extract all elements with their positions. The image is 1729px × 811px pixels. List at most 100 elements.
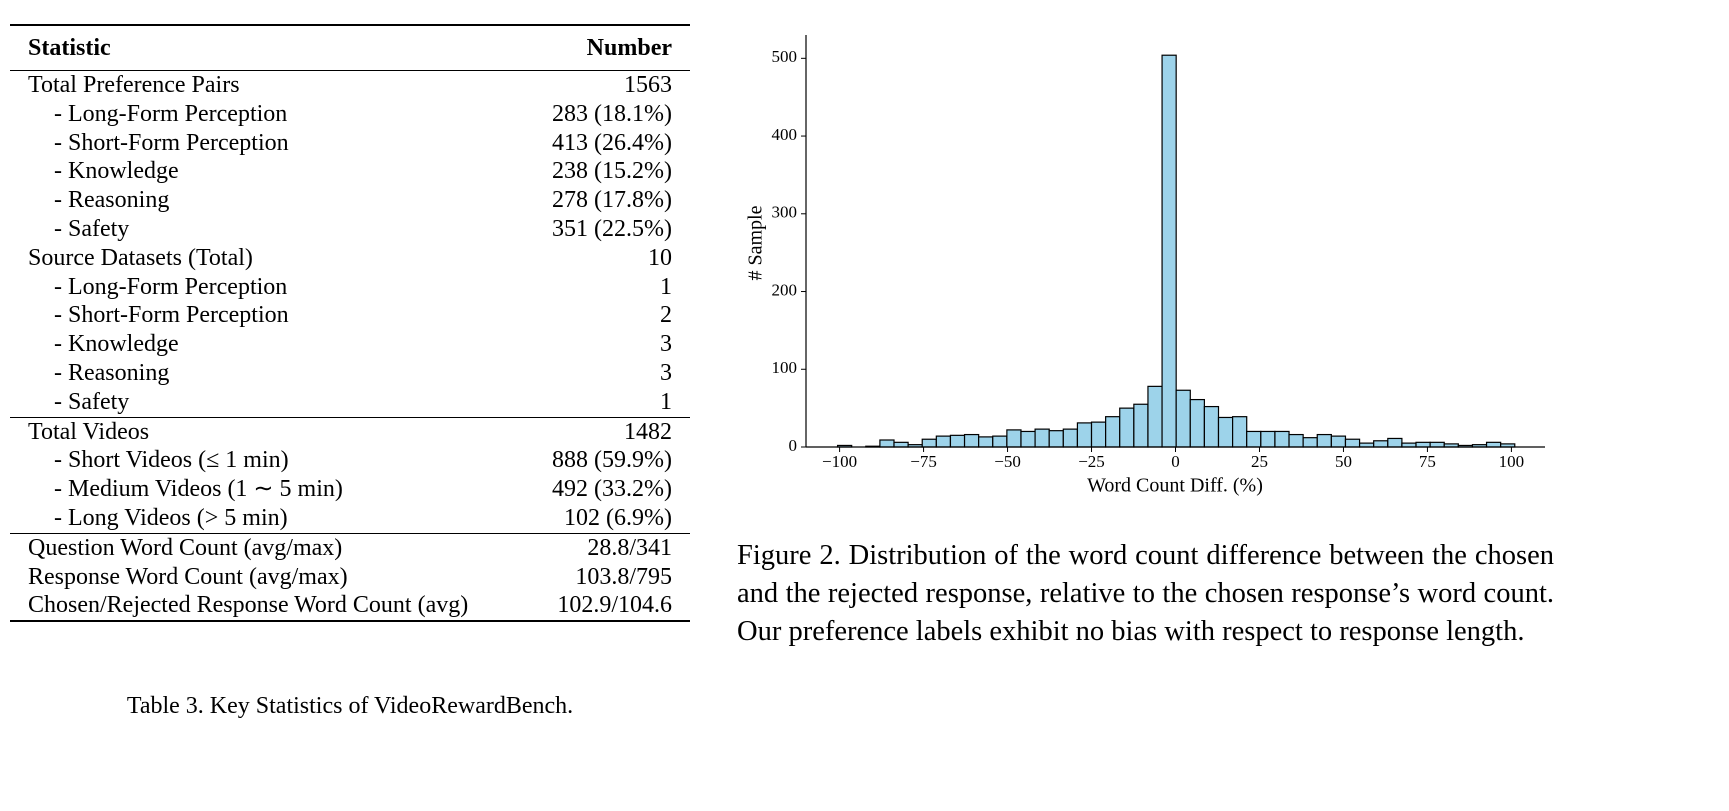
histogram-bar <box>1090 421 1107 448</box>
y-tick-label: 500 <box>772 47 798 66</box>
histogram-bar <box>1119 407 1135 448</box>
table-row: - Short-Form Perception 413 (26.4%) <box>10 129 690 158</box>
y-tick-label: 200 <box>772 280 798 299</box>
histogram-bar <box>921 438 937 448</box>
statistic-cell: Total Preference Pairs <box>28 72 240 98</box>
number-cell: 2 <box>660 302 672 329</box>
table-row: Response Word Count (avg/max) 103.8/795 <box>10 563 690 592</box>
histogram-bar <box>1217 416 1234 448</box>
statistic-cell: - Knowledge <box>54 331 179 358</box>
table-row: - Medium Videos (1 ∼ 5 min) 492 (33.2%) <box>10 475 690 504</box>
histogram-bar <box>1175 389 1191 448</box>
statistic-cell: - Knowledge <box>54 158 179 185</box>
statistic-cell: - Short Videos (≤ 1 min) <box>54 447 289 474</box>
histogram-bar <box>963 433 980 448</box>
histogram-bar <box>1288 433 1304 448</box>
x-tick-label: 50 <box>1335 452 1352 471</box>
histogram-bar <box>1387 437 1403 448</box>
table-row: - Reasoning 278 (17.8%) <box>10 186 690 215</box>
histogram-bar <box>1415 441 1431 448</box>
figure-caption: Figure 2. Distribution of the word count… <box>737 540 1554 647</box>
statistic-cell: Question Word Count (avg/max) <box>28 534 343 561</box>
histogram-bar <box>1062 428 1079 448</box>
histogram-bar <box>1429 441 1445 448</box>
histogram-bar <box>1260 430 1276 448</box>
y-tick-label: 300 <box>772 203 798 222</box>
table-row: - Short Videos (≤ 1 min) 888 (59.9%) <box>10 446 690 475</box>
statistic-cell: Source Datasets (Total) <box>28 244 253 271</box>
statistic-cell: Response Word Count (avg/max) <box>28 563 348 590</box>
number-cell: 1 <box>660 388 672 415</box>
histogram-bar <box>1076 422 1093 448</box>
table-caption: Table 3. Key Statistics of VideoRewardBe… <box>126 693 574 719</box>
histogram-bar <box>1330 435 1347 448</box>
x-tick-label: −25 <box>1078 452 1105 471</box>
header-cell: Statistic <box>28 34 111 61</box>
table-row: - Knowledge 3 <box>10 330 690 359</box>
table-row: - Long Videos (> 5 min) 102 (6.9%) <box>10 504 690 533</box>
table-row: - Long-Form Perception 283 (18.1%) <box>10 100 690 129</box>
histogram-bar <box>1274 430 1290 448</box>
statistic-cell: - Safety <box>54 388 130 415</box>
x-tick-label: −50 <box>994 452 1021 471</box>
number-cell: 1 <box>660 273 672 300</box>
x-tick-label: 100 <box>1499 452 1525 471</box>
histogram-bar <box>1246 430 1262 448</box>
number-cell: 102 (6.9%) <box>564 504 672 531</box>
table-row: Question Word Count (avg/max) 28.8/341 <box>10 533 690 562</box>
histogram-bar <box>1485 441 1502 448</box>
number-cell: 492 (33.2%) <box>552 476 672 503</box>
table-row: - Long-Form Perception 1 <box>10 273 690 302</box>
header-row: Statistic Number <box>10 25 690 71</box>
y-tick-label: 100 <box>772 358 798 377</box>
statistics-table: Statistic Number Total Preference Pairs 1… <box>10 24 690 622</box>
table-row: Total Videos 1482 <box>10 417 690 446</box>
histogram-bar <box>935 435 952 448</box>
statistic-cell: - Reasoning <box>54 359 170 386</box>
table-row: - Safety 1 <box>10 388 690 417</box>
histogram-bar <box>1133 403 1149 448</box>
histogram-bar <box>1373 440 1389 448</box>
histogram-bar <box>879 439 895 448</box>
number-cell: 3 <box>660 359 672 386</box>
table-section: Total Preference Pairs 1563- Long-Form Pe… <box>10 71 690 418</box>
histogram-bar <box>1232 416 1248 448</box>
number-cell: 351 (22.5%) <box>552 215 672 242</box>
number-cell: 3 <box>660 331 672 358</box>
y-tick-label: 0 <box>789 436 798 455</box>
statistic-cell: - Long Videos (> 5 min) <box>54 504 288 531</box>
number-cell: 1482 <box>624 418 672 445</box>
y-axis-label: # Sample <box>745 205 767 280</box>
histogram-bar <box>1147 385 1163 448</box>
number-cell: 28.8/341 <box>587 534 672 561</box>
number-cell: 888 (59.9%) <box>552 447 672 474</box>
number-cell: 1563 <box>624 72 672 98</box>
statistic-cell: - Long-Form Perception <box>54 273 288 300</box>
histogram-bar <box>992 435 1008 448</box>
header-cell: Number <box>586 34 672 61</box>
statistic-cell: - Short-Form Perception <box>54 302 289 329</box>
statistic-cell: - Short-Form Perception <box>54 129 289 156</box>
histogram-bar <box>978 436 994 448</box>
number-cell: 10 <box>648 244 672 271</box>
statistic-cell: Chosen/Rejected Response Word Count (avg… <box>28 592 469 619</box>
number-cell: 103.8/795 <box>575 563 672 590</box>
histogram-bar <box>949 434 966 448</box>
histogram-bar <box>1316 433 1332 448</box>
histogram-bar <box>1020 430 1036 448</box>
table-row: Source Datasets (Total) 10 <box>10 244 690 273</box>
statistic-cell: - Reasoning <box>54 187 170 214</box>
histogram-bar <box>1161 54 1177 448</box>
number-cell: 102.9/104.6 <box>557 592 672 619</box>
histogram-bar <box>1203 405 1220 448</box>
number-cell: 413 (26.4%) <box>552 129 672 156</box>
statistic-cell: - Safety <box>54 215 130 242</box>
statistic-cell: Total Videos <box>28 418 150 445</box>
x-axis-label: Word Count Diff. (%) <box>1087 475 1263 497</box>
x-tick-label: −75 <box>910 452 937 471</box>
number-cell: 283 (18.1%) <box>552 100 672 127</box>
statistic-cell: - Medium Videos (1 ∼ 5 min) <box>54 476 343 503</box>
histogram-bar <box>1006 429 1022 448</box>
